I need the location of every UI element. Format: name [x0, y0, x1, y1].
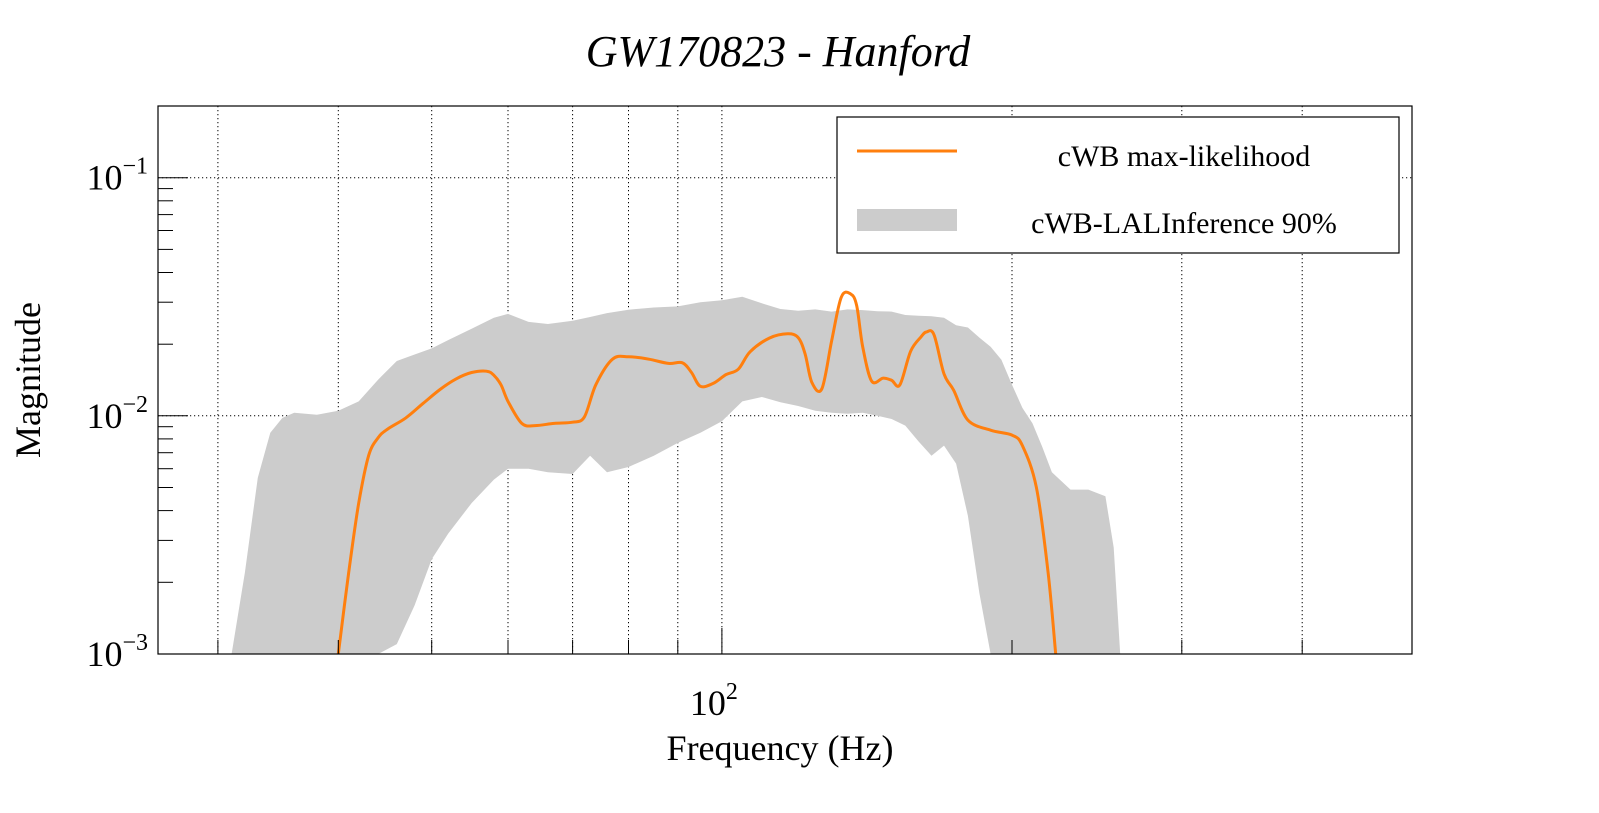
x-tick-label: 102: [690, 679, 738, 723]
y-tick-label: 10−2: [86, 392, 148, 436]
legend: cWB max-likelihood cWB-LALInference 90%: [836, 116, 1400, 254]
legend-label-band: cWB-LALInference 90%: [1031, 207, 1337, 240]
chart-title: GW170823 - Hanford: [586, 27, 972, 76]
legend-label-line: cWB max-likelihood: [1058, 140, 1310, 173]
y-tick-label: 10−3: [86, 630, 148, 674]
series-line: [336, 290, 1058, 655]
legend-band-swatch: [857, 209, 957, 231]
axis-ticks: [158, 105, 1303, 655]
x-axis-label: Frequency (Hz): [667, 728, 894, 768]
y-tick-label: 10−1: [86, 154, 148, 198]
tick-labels: 10−1 10−2 10−3 102: [86, 154, 737, 723]
plot-frame: [157, 105, 1413, 655]
y-axis-label: Magnitude: [8, 302, 48, 458]
